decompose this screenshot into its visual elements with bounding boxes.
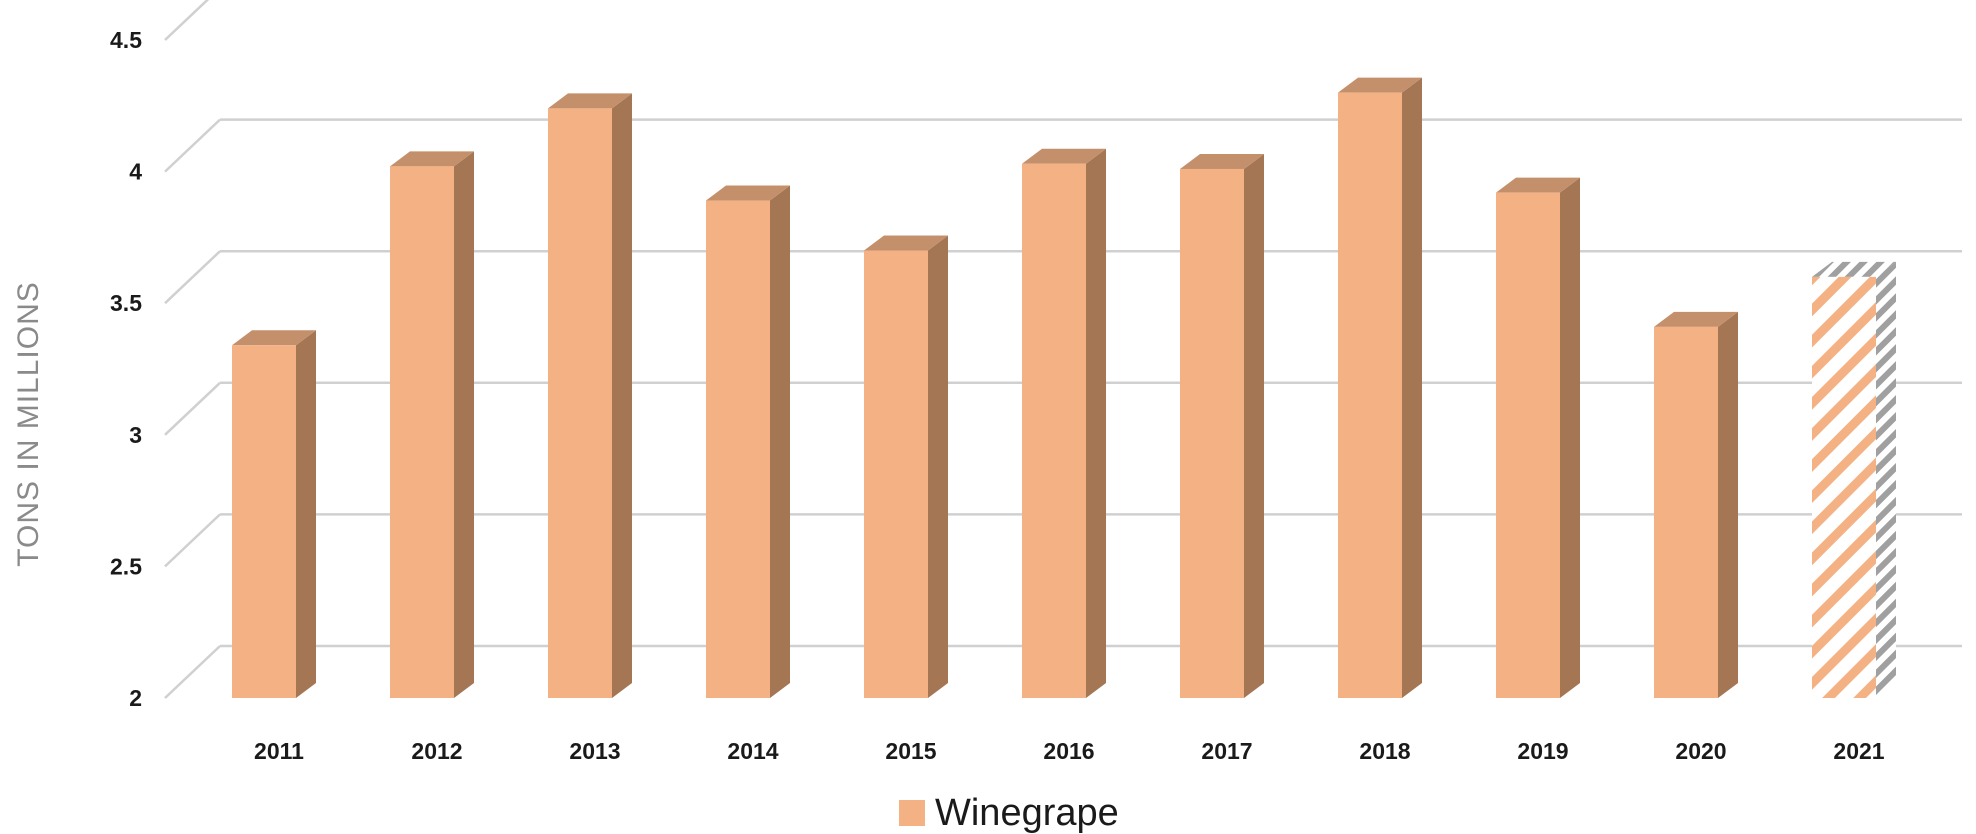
gridline <box>164 0 210 41</box>
bar-side <box>770 185 790 698</box>
bar-side <box>1402 77 1422 698</box>
bar-2015 <box>864 235 948 698</box>
bar-front <box>1654 326 1718 698</box>
bar-top <box>706 185 790 201</box>
bar-side <box>1718 311 1738 698</box>
y-tick-label: 2.5 <box>110 553 142 579</box>
x-tick-label: 2021 <box>1833 738 1884 764</box>
bar-front <box>390 166 454 698</box>
bar-top <box>1180 153 1264 169</box>
bar-2017 <box>1180 153 1264 698</box>
x-axis-ticks: 2011 2012 2013 2014 2015 2016 2017 2018 2019 2020… <box>254 738 1885 764</box>
y-axis-title: TONS IN MILLIONS <box>12 281 45 567</box>
bar-side <box>1560 177 1580 698</box>
bar-front <box>548 108 612 698</box>
bar-side <box>296 330 316 698</box>
x-tick-label: 2012 <box>411 738 462 764</box>
legend-label: Winegrape <box>935 792 1119 834</box>
bar-2013 <box>548 93 632 698</box>
bar-top <box>1496 177 1580 193</box>
bar-2011 <box>232 330 316 698</box>
y-axis-ticks: 2 2.5 3 3.5 4 4.5 <box>110 27 142 711</box>
bar-2016 <box>1022 148 1106 699</box>
bar-top <box>864 235 948 251</box>
x-tick-label: 2013 <box>569 738 620 764</box>
bar-2020 <box>1654 311 1738 698</box>
bar-side <box>454 151 474 698</box>
bar-side <box>612 93 632 698</box>
bar-side <box>1086 148 1106 699</box>
gridline <box>164 118 1962 173</box>
bar-front <box>1180 168 1244 698</box>
bar-2018 <box>1338 77 1422 698</box>
bar-front <box>232 345 296 698</box>
bar-front <box>864 250 928 698</box>
bar-side <box>1244 153 1264 698</box>
bar-2012 <box>390 151 474 698</box>
legend-swatch <box>899 800 925 826</box>
x-tick-label: 2017 <box>1201 738 1252 764</box>
bar-front <box>706 200 770 698</box>
x-tick-label: 2018 <box>1359 738 1410 764</box>
y-tick-label: 3 <box>129 422 142 448</box>
bar-side <box>1876 261 1896 698</box>
bar-front <box>1338 92 1402 698</box>
bar-2021 <box>1812 261 1896 698</box>
x-tick-label: 2011 <box>254 738 304 764</box>
bars <box>232 77 1896 699</box>
bar-2019 <box>1496 177 1580 698</box>
x-tick-label: 2015 <box>885 738 936 764</box>
y-tick-label: 4 <box>129 159 142 185</box>
bar-top <box>548 93 632 109</box>
bar-front <box>1812 276 1876 698</box>
bar-top <box>390 151 474 167</box>
bar-top <box>1812 261 1896 277</box>
bar-2014 <box>706 185 790 698</box>
y-tick-label: 4.5 <box>110 27 142 53</box>
x-tick-label: 2016 <box>1043 738 1094 764</box>
legend: Winegrape <box>899 792 1119 834</box>
bar-side <box>928 235 948 698</box>
bar-top <box>1338 77 1422 93</box>
bar-top <box>1022 148 1106 164</box>
y-tick-label: 3.5 <box>110 290 142 316</box>
bar-front <box>1496 192 1560 698</box>
x-tick-label: 2014 <box>727 738 778 764</box>
bar-front <box>1022 163 1086 699</box>
bar-top <box>232 330 316 346</box>
y-tick-label: 2 <box>129 685 142 711</box>
x-tick-label: 2019 <box>1517 738 1568 764</box>
x-tick-label: 2020 <box>1675 738 1726 764</box>
bar-top <box>1654 311 1738 327</box>
